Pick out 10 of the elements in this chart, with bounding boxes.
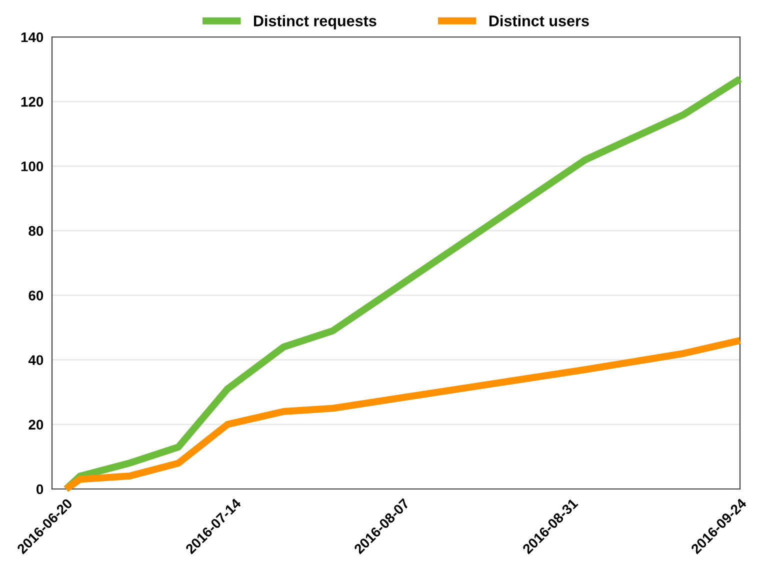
- y-tick-label: 140: [21, 32, 44, 42]
- legend-label: Distinct requests: [254, 15, 376, 30]
- y-tick-label: 80: [28, 226, 44, 236]
- y-tick-label: 100: [21, 161, 44, 172]
- y-tick-label: 20: [28, 420, 44, 430]
- y-tick-label: 40: [28, 355, 44, 366]
- legend-label: Distinct users: [489, 15, 589, 26]
- y-tick-label: 60: [28, 290, 44, 300]
- y-tick-label: 0: [36, 484, 44, 494]
- y-tick-label: 120: [21, 96, 44, 107]
